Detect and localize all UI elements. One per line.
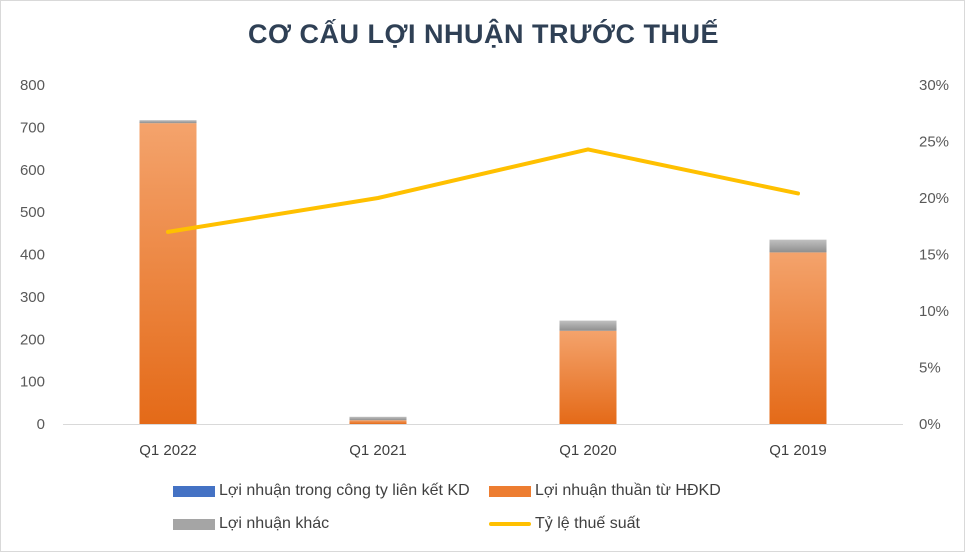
bar-operating-profit [349, 420, 407, 424]
y-right-tick-label: 0% [919, 416, 941, 433]
bar-other-profit [139, 120, 197, 124]
y-right-tick-label: 5% [919, 360, 941, 377]
y-right-tick-label: 20% [919, 190, 949, 207]
bar-operating-profit [769, 252, 827, 424]
x-tick-label: Q1 2021 [349, 442, 407, 459]
y-right-tick-label: 10% [919, 303, 949, 320]
x-tick-label: Q1 2020 [559, 442, 617, 459]
bar-other-profit [349, 416, 407, 421]
bar-other-profit [769, 239, 827, 253]
y-left-tick-label: 0 [37, 416, 45, 433]
y-right-tick-label: 15% [919, 247, 949, 264]
y-right-tick-label: 30% [919, 77, 949, 94]
y-left-tick-label: 200 [20, 331, 45, 348]
y-left-tick-label: 700 [20, 119, 45, 136]
line-tax-rate [166, 147, 800, 234]
x-tick-label: Q1 2022 [139, 442, 197, 459]
bar-operating-profit [559, 330, 617, 424]
y-left-tick-label: 300 [20, 289, 45, 306]
y-left-tick-label: 500 [20, 204, 45, 221]
x-tick-label: Q1 2019 [769, 442, 827, 459]
y-left-tick-label: 800 [20, 77, 45, 94]
y-left-tick-label: 600 [20, 162, 45, 179]
y-right-tick-label: 25% [919, 134, 949, 151]
y-left-tick-label: 100 [20, 374, 45, 391]
chart-title: CƠ CẤU LỢI NHUẬN TRƯỚC THUẾ [248, 19, 719, 49]
bar-other-profit [559, 320, 617, 331]
bar-operating-profit [139, 123, 197, 424]
y-left-tick-label: 400 [20, 247, 45, 264]
